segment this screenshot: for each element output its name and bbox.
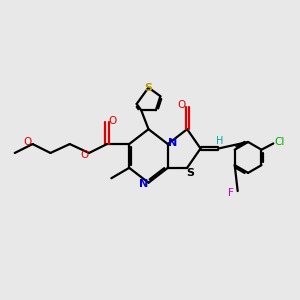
Text: S: S [187, 168, 195, 178]
Text: Cl: Cl [275, 137, 285, 147]
Text: N: N [139, 179, 148, 189]
Text: O: O [80, 150, 88, 160]
Text: O: O [24, 137, 32, 147]
Text: O: O [108, 116, 116, 126]
Text: S: S [145, 82, 152, 93]
Text: N: N [168, 138, 177, 148]
Text: H: H [216, 136, 224, 146]
Text: O: O [178, 100, 186, 110]
Text: F: F [228, 188, 234, 197]
